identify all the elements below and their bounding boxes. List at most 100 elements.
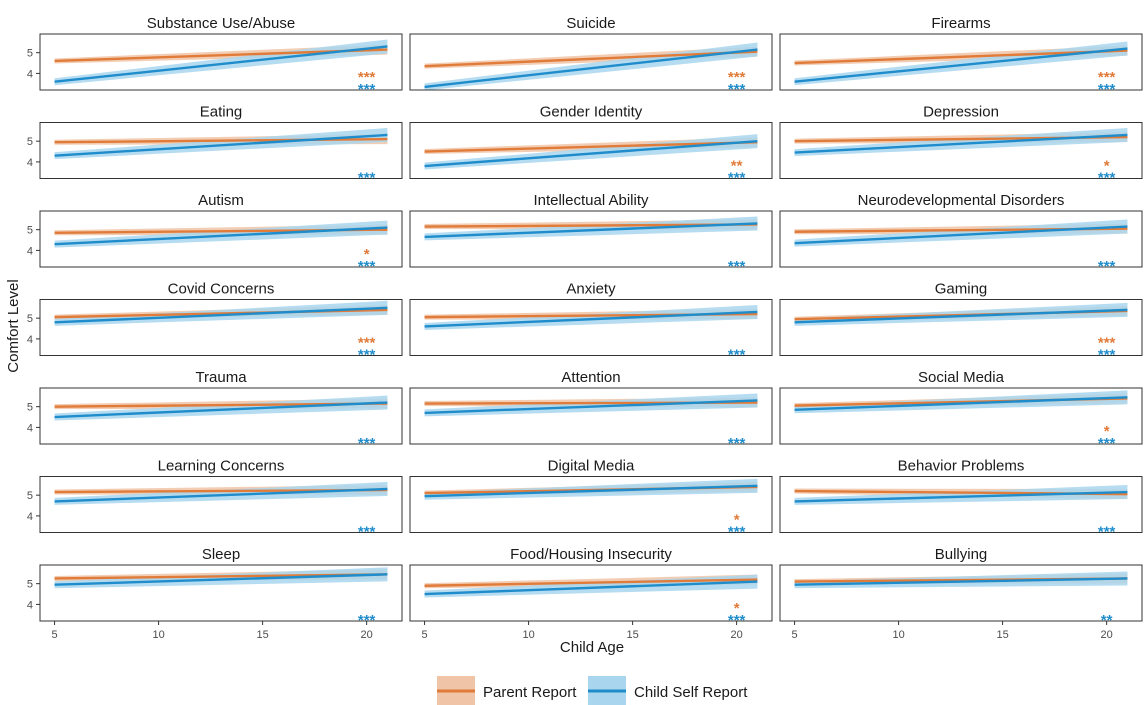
- facet-panel: Social Media ****: [779, 369, 1143, 452]
- panel-border: [409, 387, 773, 445]
- x-axis-title: Child Age: [560, 639, 624, 656]
- x-tick-label: 20: [731, 629, 743, 641]
- child-trend-line: [424, 484, 758, 498]
- panel-title: Autism: [198, 192, 244, 209]
- parent-trend-line: [424, 141, 758, 153]
- panel-title: Digital Media: [548, 458, 635, 475]
- facet-panel: Food/Housing Insecurity **** 5 10 15 20: [409, 546, 773, 641]
- child-trend-line: [54, 487, 388, 503]
- x-tick-label: 15: [996, 629, 1008, 641]
- facet-panel: Firearms ******: [779, 15, 1143, 98]
- panel-border: [779, 387, 1143, 445]
- facet-panel: Eating *** 4 5: [27, 104, 403, 187]
- child-trend-line: [54, 573, 388, 586]
- parent-trend-line: [424, 50, 758, 68]
- child-significance-label: ***: [358, 258, 376, 275]
- panel-border: [779, 564, 1143, 622]
- parent-significance-label: ***: [358, 69, 376, 86]
- child-significance-label: ***: [1098, 524, 1116, 541]
- child-significance-label: ***: [1098, 258, 1116, 275]
- panel-title: Suicide: [566, 15, 615, 32]
- facet-panel: Neurodevelopmental Disorders ***: [779, 192, 1143, 275]
- child-trend-line: [424, 48, 758, 89]
- panel-border: [779, 122, 1143, 179]
- panel-title: Intellectual Ability: [533, 192, 649, 209]
- x-tick-label: 10: [152, 629, 164, 641]
- panel-title: Anxiety: [566, 281, 616, 298]
- parent-trend-line: [424, 578, 758, 587]
- child-trend-line: [54, 401, 388, 419]
- panel-title: Eating: [200, 104, 243, 121]
- panel-border: [39, 564, 403, 622]
- facet-panel: Autism **** 4 5: [27, 192, 403, 275]
- x-tick-label: 5: [52, 629, 58, 641]
- child-trend-line: [424, 222, 758, 239]
- child-trend-line: [424, 580, 758, 596]
- child-significance-label: ***: [728, 81, 746, 98]
- parent-significance-label: ***: [1098, 69, 1116, 86]
- parent-significance-label: ***: [1098, 335, 1116, 352]
- panel-border: [409, 33, 773, 91]
- panels-layer: Substance Use/Abuse******45Suicide******…: [27, 15, 1143, 641]
- y-tick-label: 5: [27, 313, 33, 325]
- legend-label-child: Child Self Report: [634, 684, 748, 701]
- y-tick-label: 5: [27, 48, 33, 60]
- x-tick-label: 15: [626, 629, 638, 641]
- panel-title: Food/Housing Insecurity: [510, 546, 672, 563]
- child-trend-line: [794, 577, 1128, 586]
- panel-title: Neurodevelopmental Disorders: [858, 192, 1065, 209]
- child-significance-label: ***: [728, 170, 746, 187]
- panel-border: [409, 476, 773, 533]
- legend-label-parent: Parent Report: [483, 684, 577, 701]
- child-trend-line: [794, 225, 1128, 245]
- panel-border: [779, 33, 1143, 91]
- parent-trend-line: [54, 137, 388, 144]
- facet-panel: Learning Concerns *** 4 5: [27, 458, 403, 541]
- panel-border: [39, 122, 403, 179]
- panel-title: Gender Identity: [540, 104, 643, 121]
- facet-panel: Suicide ******: [409, 15, 773, 98]
- facet-panel: Anxiety ***: [409, 281, 773, 364]
- child-trend-line: [424, 399, 758, 415]
- child-trend-line: [54, 133, 388, 157]
- child-significance-label: ***: [1098, 347, 1116, 364]
- panel-title: Sleep: [202, 546, 240, 563]
- panel-border: [409, 210, 773, 268]
- facet-panel: Trauma *** 4 5: [27, 369, 403, 452]
- child-significance-label: ***: [358, 524, 376, 541]
- y-tick-label: 5: [27, 136, 33, 148]
- y-tick-label: 4: [27, 422, 33, 434]
- child-significance-label: ***: [358, 612, 376, 629]
- child-significance-label: ***: [728, 347, 746, 364]
- child-trend-line: [794, 133, 1128, 154]
- child-trend-line: [794, 490, 1128, 503]
- child-significance-label: ***: [358, 81, 376, 98]
- child-significance-label: ***: [358, 347, 376, 364]
- child-significance-label: **: [1101, 612, 1113, 629]
- child-confidence-band: [794, 485, 1128, 505]
- x-tick-label: 15: [256, 629, 268, 641]
- child-significance-label: ***: [728, 612, 746, 629]
- panel-border: [409, 564, 773, 622]
- parent-significance-label: *: [734, 600, 740, 617]
- panel-title: Behavior Problems: [898, 458, 1025, 475]
- y-tick-label: 4: [27, 245, 33, 257]
- facet-panel: Bullying ** 5 10 15 20: [779, 546, 1143, 641]
- x-tick-label: 10: [892, 629, 904, 641]
- parent-significance-label: ***: [358, 335, 376, 352]
- panel-title: Learning Concerns: [158, 458, 285, 475]
- parent-significance-label: *: [1104, 158, 1110, 175]
- y-tick-label: 4: [27, 599, 33, 611]
- panel-border: [409, 299, 773, 356]
- child-significance-label: ***: [1098, 435, 1116, 452]
- y-axis-title: Comfort Level: [5, 279, 22, 372]
- y-tick-label: 5: [27, 225, 33, 237]
- x-tick-label: 20: [361, 629, 373, 641]
- facet-panel: Digital Media ****: [409, 458, 773, 541]
- panel-title: Trauma: [195, 369, 247, 386]
- facet-panel: Gender Identity *****: [409, 104, 773, 187]
- child-significance-label: ***: [1098, 81, 1116, 98]
- facet-panel: Attention ***: [409, 369, 773, 452]
- panel-title: Bullying: [935, 546, 988, 563]
- x-tick-label: 10: [522, 629, 534, 641]
